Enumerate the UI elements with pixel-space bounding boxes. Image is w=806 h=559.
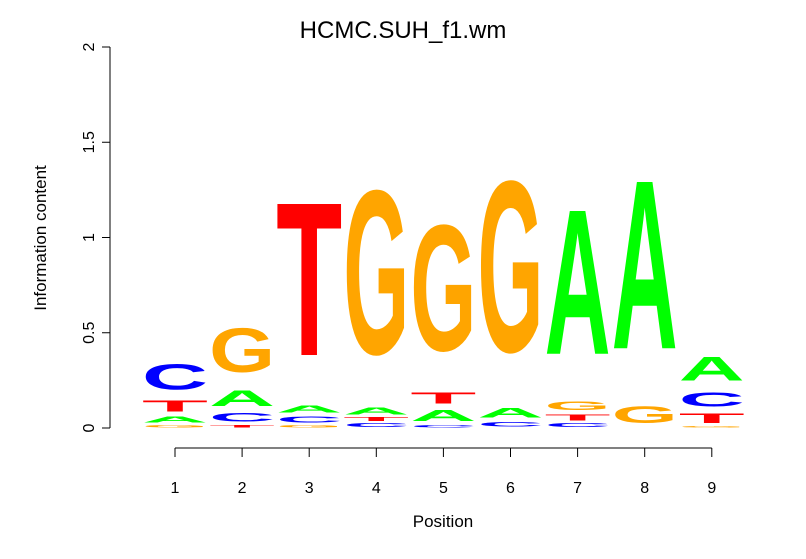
logo-letter-C: C	[142, 357, 208, 397]
x-tick-label: 6	[506, 480, 515, 497]
x-tick-label: 2	[238, 480, 247, 497]
y-tick-label: 2	[81, 42, 98, 51]
y-tick-label: 1.5	[81, 131, 98, 153]
x-tick-label: 5	[439, 480, 448, 497]
logo-letter-A: A	[478, 405, 544, 420]
y-tick-label: 0	[81, 423, 98, 432]
logo-letter-C: C	[679, 388, 745, 411]
x-tick-label: 7	[573, 480, 582, 497]
logo-letter-A: A	[142, 415, 208, 425]
logo-letter-A: A	[545, 166, 611, 398]
x-tick-label: 8	[640, 480, 649, 497]
logo-letter-A: A	[612, 130, 678, 400]
logo-letter-T: T	[276, 156, 342, 402]
y-tick-label: 0.5	[81, 322, 98, 344]
x-tick-label: 3	[305, 480, 314, 497]
logo-letter-G: G	[209, 315, 275, 386]
logo-letter-G: G	[679, 426, 745, 428]
logo-letter-G: G	[142, 424, 208, 428]
logo-letter-G: G	[478, 129, 544, 403]
logo-letter-C: C	[343, 422, 409, 428]
logo-letter-C: C	[209, 411, 275, 424]
x-tick-label: 1	[171, 480, 180, 497]
y-tick-label: 1	[81, 233, 98, 242]
logo-letter-C: C	[410, 424, 476, 428]
chart-title: HCMC.SUH_f1.wm	[300, 17, 507, 44]
logo-letter-C: C	[276, 415, 342, 425]
logo-letter-A: A	[679, 350, 745, 388]
logo-letter-G: G	[410, 186, 476, 388]
x-axis-label: Position	[413, 512, 473, 531]
logo-letter-T: T	[679, 411, 745, 426]
logo-letter-T: T	[343, 417, 409, 423]
logo-letter-G: G	[343, 142, 409, 404]
logo-letter-A: A	[343, 405, 409, 416]
logo-letter-A: A	[209, 386, 275, 411]
logo-letter-A: A	[276, 403, 342, 414]
logo-letter-T: T	[209, 424, 275, 428]
logo-letter-T: T	[410, 390, 476, 407]
y-axis-label: Information content	[31, 165, 50, 311]
logo-letter-C: C	[478, 420, 544, 428]
logo-letter-G: G	[276, 424, 342, 428]
logo-letter-T: T	[142, 398, 208, 415]
logo-letter-T: T	[545, 413, 611, 422]
logo-letter-G: G	[612, 402, 678, 428]
logo-letter-G: G	[545, 399, 611, 412]
logo-letter-A: A	[410, 407, 476, 424]
x-tick-label: 9	[707, 480, 716, 497]
x-tick-label: 4	[372, 480, 381, 497]
logo-letter-C: C	[545, 422, 611, 428]
